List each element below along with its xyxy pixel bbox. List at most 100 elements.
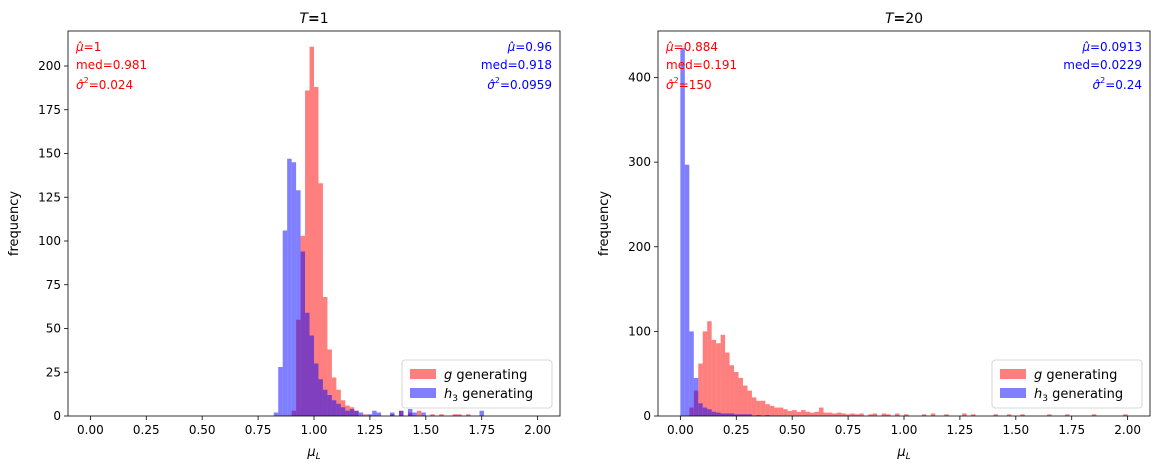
histogram-bar — [778, 407, 784, 416]
chart-title: T=1 — [299, 11, 328, 27]
histogram-bar — [707, 321, 712, 416]
stat-variance: σ̂2=150 — [666, 76, 712, 92]
stat-median: med=0.918 — [481, 58, 552, 72]
histogram-bar — [765, 415, 770, 416]
x-axis-label: μL — [306, 445, 320, 462]
histogram-bar — [827, 412, 833, 416]
stat-mean: μ̂=1 — [75, 40, 101, 54]
x-tick-label: 1.25 — [947, 423, 974, 437]
histogram-bar — [823, 412, 828, 416]
y-tick-label: 25 — [46, 365, 61, 379]
x-tick-label: 1.75 — [1058, 423, 1085, 437]
histogram-bar — [756, 415, 761, 416]
histogram-bar — [407, 409, 413, 416]
histogram-bar — [314, 363, 319, 416]
histogram-bar — [886, 414, 891, 416]
histogram-bar — [416, 410, 422, 416]
histogram-bar — [291, 162, 297, 416]
y-tick-label: 200 — [38, 59, 61, 73]
histogram-bar — [751, 397, 757, 416]
x-tick-label: 1.00 — [301, 423, 328, 437]
stat-variance: σ̂2=0.024 — [76, 76, 133, 92]
histogram-bar — [684, 164, 690, 416]
histogram-bar — [309, 46, 314, 416]
histogram-bar — [993, 414, 998, 416]
y-tick-label: 400 — [628, 71, 651, 85]
histogram-bar — [810, 412, 815, 416]
histogram-bar — [729, 413, 735, 416]
x-tick-label: 1.75 — [468, 423, 495, 437]
histogram-bar — [372, 410, 377, 416]
histogram-bar — [725, 413, 730, 416]
histogram-bar — [349, 409, 355, 416]
histogram-bar — [689, 331, 694, 416]
x-tick-label: 1.00 — [891, 423, 918, 437]
histogram-bar — [376, 412, 382, 416]
chart-panel-2: 0.00 0.25 0.50 0.75 1.00 1.25 1.50 1.75 2.00 0 100… — [597, 11, 1151, 462]
y-tick-label: 0 — [53, 409, 61, 423]
histogram-bar — [390, 412, 395, 416]
histogram-bar — [734, 372, 739, 416]
legend-swatch — [410, 388, 436, 398]
x-axis-label: μL — [896, 445, 910, 462]
histogram-bar — [904, 414, 909, 416]
y-tick-label: 200 — [628, 240, 651, 254]
histogram-bar — [318, 379, 323, 416]
stat-median: med=0.191 — [666, 58, 737, 72]
histogram-bar — [336, 403, 341, 416]
histogram-bar — [729, 365, 735, 416]
histogram-bar — [944, 414, 949, 416]
histogram-bar — [814, 411, 820, 416]
x-tick-label: 0.75 — [245, 423, 272, 437]
histogram-bar — [720, 413, 726, 416]
y-tick-label: 125 — [38, 190, 61, 204]
legend-label: h3 generating — [444, 387, 533, 404]
y-tick-label: 150 — [38, 147, 61, 161]
stats-g: μ̂=1 med=0.981 σ̂2=0.024 — [75, 40, 147, 92]
histogram-bar — [457, 414, 462, 416]
histogram-bar — [742, 385, 748, 416]
stats-h3: μ̂=0.0913 med=0.0229 σ̂2=0.24 — [1063, 40, 1142, 92]
histogram-bar — [322, 297, 328, 416]
y-tick-label: 100 — [38, 234, 61, 248]
legend-label: h3 generating — [1034, 387, 1123, 404]
histogram-bar — [1065, 414, 1070, 416]
histogram-bar — [742, 414, 748, 416]
histogram-bar — [287, 158, 292, 416]
y-tick-label: 100 — [628, 324, 651, 338]
histogram-bar — [819, 407, 824, 416]
histogram-bar — [769, 405, 775, 416]
stats-h3: μ̂=0.96 med=0.918 σ̂2=0.0959 — [481, 40, 552, 92]
chart-title: T=20 — [885, 11, 923, 27]
histogram-bar — [850, 413, 855, 416]
x-tick-label: 2.00 — [524, 423, 551, 437]
x-tick-label: 1.50 — [1002, 423, 1029, 437]
histogram-bar — [734, 414, 739, 416]
histogram-bar — [845, 414, 851, 416]
histogram-bar — [345, 410, 350, 416]
histogram-bar — [1006, 414, 1012, 416]
histogram-bar — [327, 349, 332, 416]
histogram-bar — [921, 414, 927, 416]
histogram-bar — [716, 343, 721, 416]
histogram-bar — [1020, 414, 1025, 416]
stat-variance: σ̂2=0.24 — [1093, 76, 1142, 92]
histogram-bar — [479, 410, 484, 416]
histogram-bar — [367, 414, 373, 416]
histogram-bar — [322, 389, 328, 416]
x-tick-label: 1.50 — [412, 423, 439, 437]
histogram-bar — [711, 411, 717, 416]
y-tick-label: 300 — [628, 155, 651, 169]
histogram-bar — [725, 352, 730, 416]
histogram-bar — [398, 410, 404, 416]
histogram-bar — [836, 412, 842, 416]
histogram-bar — [881, 413, 887, 416]
histogram-bar — [318, 183, 323, 416]
histogram-bar — [680, 47, 685, 417]
x-tick-label: 0.00 — [77, 423, 104, 437]
histogram-bar — [841, 413, 846, 416]
histogram-bar — [354, 410, 359, 416]
y-axis-label: frequency — [7, 191, 22, 257]
histogram-bar — [930, 413, 936, 416]
